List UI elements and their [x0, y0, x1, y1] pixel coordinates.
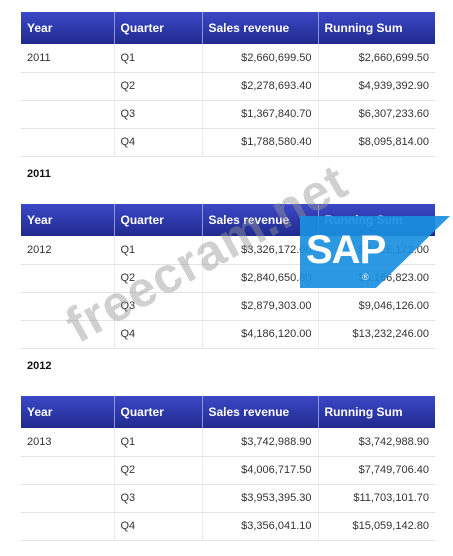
sales-revenue-cell: $3,742,988.90: [202, 428, 319, 457]
sales-table-2013: Year Quarter Sales revenue Running Sum 2…: [21, 396, 435, 541]
quarter-cell: Q1: [114, 428, 203, 457]
column-header-quarter[interactable]: Quarter: [114, 12, 203, 44]
running-sum-cell: $7,749,706.40: [318, 456, 435, 485]
year-cell: 2011: [21, 44, 115, 73]
sales-revenue-cell: $1,367,840.70: [202, 100, 319, 129]
column-header-sales-revenue[interactable]: Sales revenue: [202, 12, 319, 44]
section-footer-2012: 2012: [27, 360, 52, 372]
sales-revenue-cell: $2,879,303.00: [202, 292, 319, 321]
report-section-2011: Year Quarter Sales revenue Running Sum 2…: [21, 12, 435, 157]
column-header-year[interactable]: Year: [21, 12, 115, 44]
year-cell: [21, 128, 115, 157]
sales-revenue-cell: $4,186,120.00: [202, 320, 319, 349]
quarter-cell: Q3: [114, 484, 203, 513]
table-row: Q2 $2,278,693.40 $4,939,392.90: [21, 72, 435, 101]
quarter-cell: Q2: [114, 72, 203, 101]
quarter-cell: Q1: [114, 44, 203, 73]
table-row: Q4 $1,788,580.40 $8,095,814.00: [21, 128, 435, 157]
sap-logo-text: SAP: [306, 228, 386, 272]
table-row: 2011 Q1 $2,660,699.50 $2,660,699.50: [21, 44, 435, 73]
sap-logo-shape: [300, 216, 450, 288]
year-cell: [21, 512, 115, 541]
quarter-cell: Q4: [114, 128, 203, 157]
table-row: Q4 $3,356,041.10 $15,059,142.80: [21, 512, 435, 541]
running-sum-cell: $3,742,988.90: [318, 428, 435, 457]
quarter-cell: Q3: [114, 292, 203, 321]
year-cell: [21, 72, 115, 101]
running-sum-cell: $13,232,246.00: [318, 320, 435, 349]
registered-mark: ®: [362, 272, 369, 282]
running-sum-cell: $6,307,233.60: [318, 100, 435, 129]
running-sum-cell: $4,939,392.90: [318, 72, 435, 101]
running-sum-cell: $8,095,814.00: [318, 128, 435, 157]
year-cell: [21, 456, 115, 485]
column-header-sales-revenue[interactable]: Sales revenue: [202, 204, 319, 236]
sales-revenue-cell: $3,356,041.10: [202, 512, 319, 541]
sap-logo: SAP ®: [300, 216, 450, 288]
table-row: Q3 $3,953,395.30 $11,703,101.70: [21, 484, 435, 513]
section-footer-2011: 2011: [27, 168, 51, 180]
quarter-cell: Q4: [114, 512, 203, 541]
quarter-cell: Q4: [114, 320, 203, 349]
table-row: Q3 $1,367,840.70 $6,307,233.60: [21, 100, 435, 129]
running-sum-cell: $2,660,699.50: [318, 44, 435, 73]
year-cell: [21, 264, 115, 293]
quarter-cell: Q3: [114, 100, 203, 129]
year-cell: [21, 320, 115, 349]
year-cell: 2013: [21, 428, 115, 457]
sales-revenue-cell: $2,840,650.80: [202, 264, 319, 293]
table-row: Q4 $4,186,120.00 $13,232,246.00: [21, 320, 435, 349]
quarter-cell: Q2: [114, 264, 203, 293]
column-header-quarter[interactable]: Quarter: [114, 396, 203, 428]
column-header-year[interactable]: Year: [21, 204, 115, 236]
table-header-row: Year Quarter Sales revenue Running Sum: [21, 396, 435, 428]
sales-revenue-cell: $4,006,717.50: [202, 456, 319, 485]
table-header-row: Year Quarter Sales revenue Running Sum: [21, 12, 435, 44]
report-section-2013: Year Quarter Sales revenue Running Sum 2…: [21, 396, 435, 541]
sales-revenue-cell: $2,278,693.40: [202, 72, 319, 101]
sales-table-2011: Year Quarter Sales revenue Running Sum 2…: [21, 12, 435, 157]
running-sum-cell: $15,059,142.80: [318, 512, 435, 541]
sales-revenue-cell: $3,326,172.00: [202, 236, 319, 265]
year-cell: [21, 292, 115, 321]
column-header-quarter[interactable]: Quarter: [114, 204, 203, 236]
quarter-cell: Q1: [114, 236, 203, 265]
year-cell: [21, 484, 115, 513]
table-row: Q3 $2,879,303.00 $9,046,126.00: [21, 292, 435, 321]
sales-revenue-cell: $3,953,395.30: [202, 484, 319, 513]
sales-revenue-cell: $1,788,580.40: [202, 128, 319, 157]
year-cell: 2012: [21, 236, 115, 265]
table-row: 2013 Q1 $3,742,988.90 $3,742,988.90: [21, 428, 435, 457]
sales-revenue-cell: $2,660,699.50: [202, 44, 319, 73]
year-cell: [21, 100, 115, 129]
column-header-sales-revenue[interactable]: Sales revenue: [202, 396, 319, 428]
table-row: Q2 $4,006,717.50 $7,749,706.40: [21, 456, 435, 485]
running-sum-cell: $9,046,126.00: [318, 292, 435, 321]
column-header-running-sum[interactable]: Running Sum: [318, 396, 435, 428]
column-header-year[interactable]: Year: [21, 396, 115, 428]
quarter-cell: Q2: [114, 456, 203, 485]
column-header-running-sum[interactable]: Running Sum: [318, 12, 435, 44]
running-sum-cell: $11,703,101.70: [318, 484, 435, 513]
